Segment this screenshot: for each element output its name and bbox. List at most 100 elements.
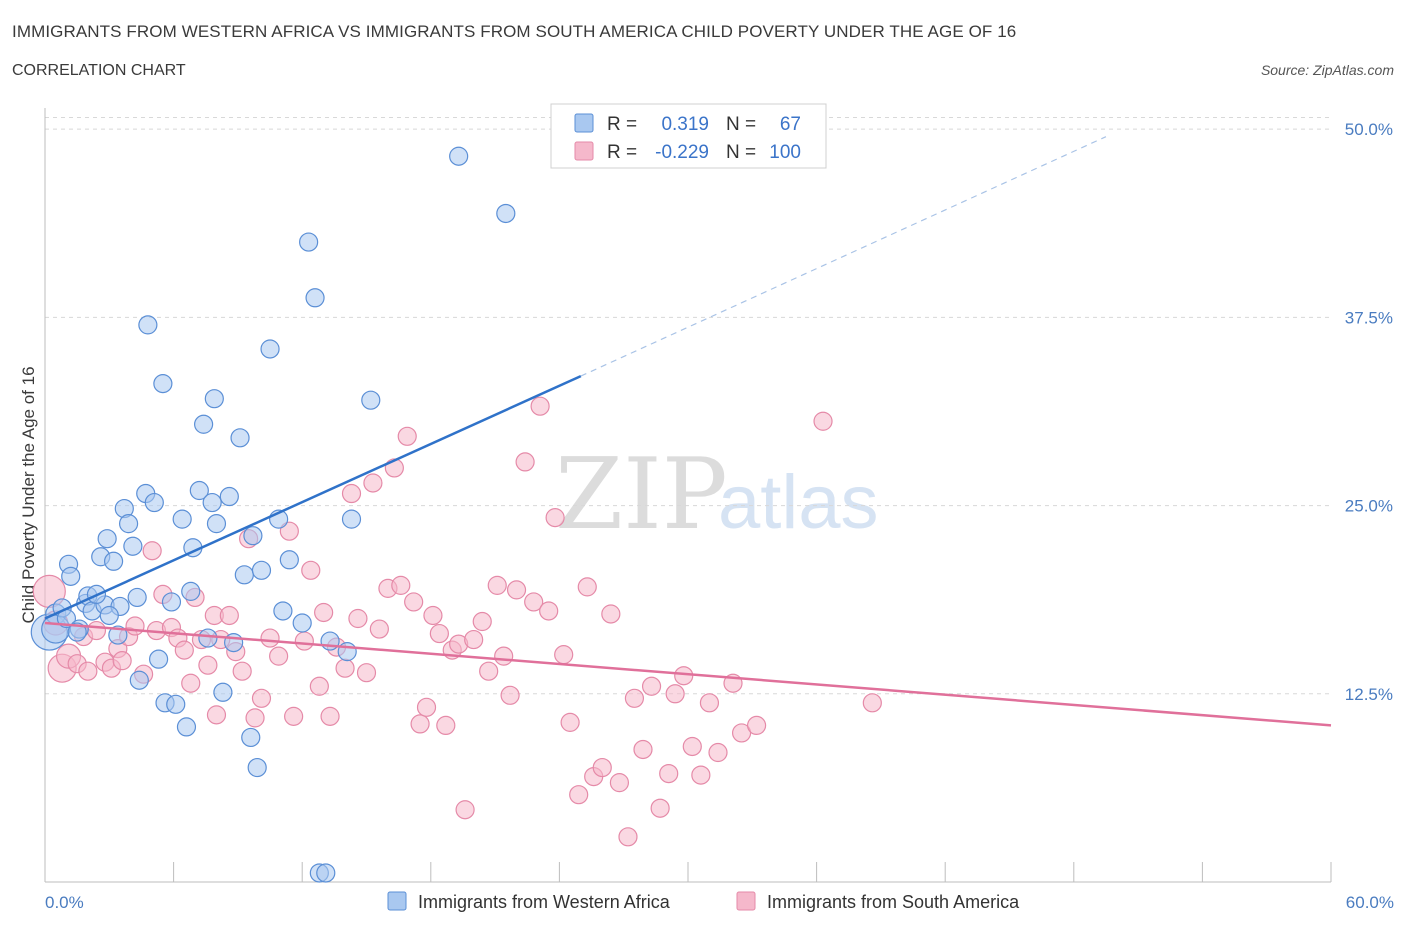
stats-swatch-pink — [574, 141, 594, 161]
south-america-point-46 — [348, 608, 368, 629]
trend-south-america — [44, 621, 1332, 727]
y-tick-label-0: 12.5% — [1345, 685, 1393, 704]
stats-box: R = 0.319 N = 67 R = -0.229 N = 100 — [550, 103, 827, 169]
western-africa-point-45 — [241, 727, 261, 748]
south-america-point-53 — [397, 426, 417, 446]
western-africa-point-46 — [243, 526, 263, 546]
trend-lines — [44, 136, 1332, 727]
south-america-point-90 — [674, 666, 694, 686]
south-america-point-41 — [314, 602, 334, 623]
south-america-point-80 — [592, 757, 612, 778]
western-africa-point-39 — [206, 514, 227, 534]
south-america-point-83 — [618, 827, 638, 847]
south-america-point-37 — [284, 706, 304, 726]
western-africa-point-65 — [67, 622, 87, 642]
stats-n-value-1: 67 — [780, 114, 801, 135]
south-america-point-98 — [813, 411, 833, 431]
western-africa-point-19 — [123, 536, 143, 556]
western-africa-point-26 — [153, 374, 173, 394]
south-america-point-33 — [251, 688, 272, 708]
south-america-point-20 — [174, 640, 194, 660]
south-america-point-59 — [436, 715, 456, 736]
western-africa-point-18 — [118, 514, 139, 534]
western-africa-point-48 — [251, 560, 272, 580]
south-america-point-58 — [429, 623, 449, 644]
south-america-point-97 — [746, 715, 767, 736]
stats-n-value-2: 100 — [769, 142, 801, 163]
south-america-point-34 — [260, 628, 280, 648]
south-america-point-7 — [86, 620, 107, 641]
south-america-point-81 — [601, 604, 621, 624]
western-africa-point-54 — [299, 232, 319, 252]
south-america-point-6 — [78, 661, 98, 681]
south-america-point-68 — [500, 685, 520, 705]
western-africa-point-34 — [189, 480, 209, 501]
legend: Immigrants from Western Africa Immigrant… — [387, 891, 1020, 912]
western-africa-point-61 — [361, 390, 381, 410]
south-america-point-77 — [569, 785, 589, 805]
western-africa-point-21 — [129, 670, 149, 690]
south-america-point-49 — [369, 619, 389, 639]
y-tick-labels: 12.5% 25.0% 37.5% 50.0% — [1345, 120, 1393, 704]
south-america-point-38 — [294, 631, 314, 651]
south-america-point-93 — [699, 693, 720, 713]
south-america-point-26 — [206, 705, 227, 725]
south-america-point-56 — [416, 697, 437, 717]
western-africa-point-24 — [144, 492, 164, 513]
chart-title: IMMIGRANTS FROM WESTERN AFRICA VS IMMIGR… — [12, 22, 1017, 41]
south-america-point-64 — [472, 611, 492, 632]
western-africa-point-41 — [219, 486, 239, 507]
south-america-point-40 — [309, 676, 329, 696]
south-america-point-65 — [479, 661, 499, 681]
y-tick-label-1: 25.0% — [1345, 497, 1393, 516]
western-africa-point-52 — [279, 550, 299, 570]
south-america-point-57 — [423, 605, 443, 626]
south-america-point-94 — [708, 742, 728, 763]
south-america-point-11 — [112, 651, 132, 671]
western-africa-point-57 — [316, 863, 336, 883]
south-america-point-78 — [577, 577, 597, 597]
south-america-point-54 — [404, 592, 424, 612]
western-africa-point-64 — [99, 605, 119, 626]
south-america-point-28 — [219, 605, 239, 626]
western-africa-point-31 — [176, 717, 197, 737]
western-africa-point-47 — [247, 757, 267, 778]
south-america-point-39 — [301, 560, 321, 580]
western-africa-point-55 — [305, 288, 325, 308]
trend-western-africa-extension — [580, 136, 1107, 377]
trend-western-africa — [44, 374, 582, 620]
y-axis-label: Child Poverty Under the Age of 16 — [19, 366, 38, 623]
south-america-point-70 — [515, 452, 535, 472]
watermark-atlas: atlas — [718, 460, 879, 545]
south-america-point-62 — [455, 800, 475, 820]
legend-swatch-western-africa — [387, 891, 407, 911]
south-america-point-73 — [539, 601, 559, 621]
south-america-point-66 — [487, 575, 507, 595]
western-africa-point-28 — [161, 592, 182, 612]
western-africa-point-20 — [127, 587, 147, 608]
western-africa-point-38 — [204, 389, 224, 409]
western-africa-point-43 — [230, 428, 250, 448]
western-africa-point-44 — [234, 565, 254, 585]
south-america-point-21 — [181, 673, 201, 693]
south-america-point-30 — [232, 661, 252, 681]
south-america-point-35 — [269, 646, 289, 666]
legend-label-western-africa: Immigrants from Western Africa — [418, 892, 671, 912]
south-america-point-72 — [530, 396, 550, 416]
south-america-point-13 — [125, 616, 145, 636]
western-africa-point-35 — [194, 414, 214, 434]
y-tick-label-2: 37.5% — [1345, 308, 1393, 327]
south-america-point-84 — [624, 688, 645, 708]
western-africa-point-60 — [341, 509, 362, 529]
south-america-point-15 — [142, 541, 162, 561]
south-america-point-88 — [659, 763, 679, 784]
stats-box-frame — [550, 103, 827, 169]
south-america-point-75 — [554, 645, 574, 665]
western-africa-point-63 — [496, 203, 516, 224]
western-africa-point-13 — [97, 529, 117, 549]
x-ticks — [44, 862, 1332, 882]
south-america-point-76 — [560, 712, 580, 732]
western-africa-point-62 — [449, 146, 469, 166]
south-america-point-55 — [410, 714, 430, 734]
